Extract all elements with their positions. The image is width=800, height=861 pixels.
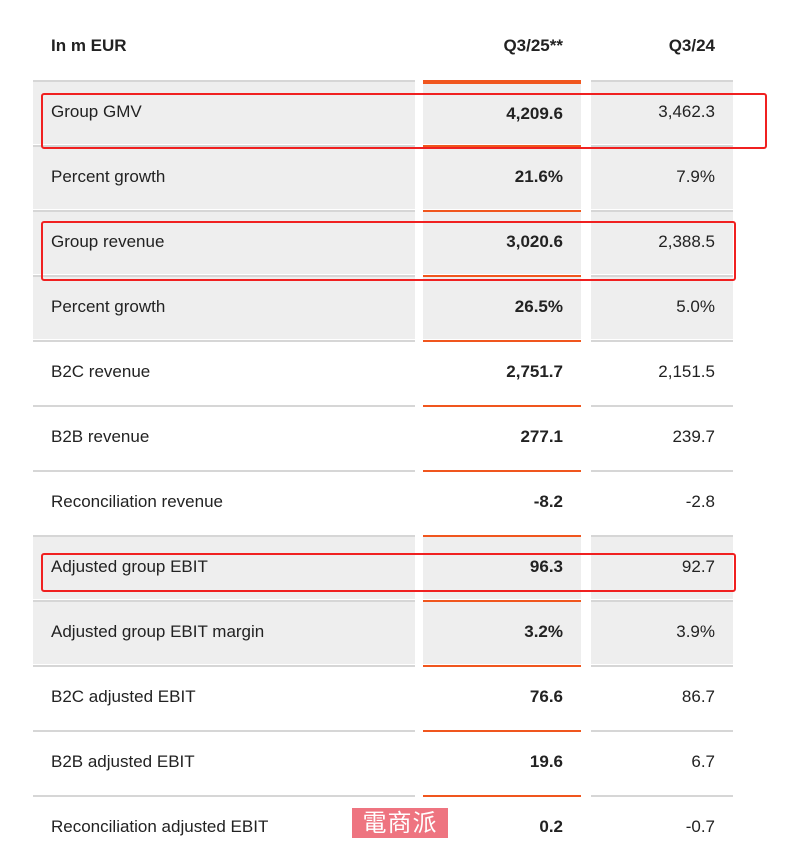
value-q3-24: 86.7 <box>591 665 733 729</box>
value-q3-24: -2.8 <box>591 470 733 534</box>
value-q3-25: 4,209.6 <box>423 80 581 144</box>
row-label: Reconciliation adjusted EBIT <box>33 795 415 859</box>
value-q3-25: 0.2 <box>423 795 581 859</box>
value-q3-25: 19.6 <box>423 730 581 794</box>
row-label: B2C adjusted EBIT <box>33 665 415 729</box>
highlight-box-revenue <box>41 221 736 281</box>
row-label: B2B revenue <box>33 405 415 469</box>
value-q3-25: 26.5% <box>423 275 581 339</box>
value-q3-25: 76.6 <box>423 665 581 729</box>
value-q3-25: -8.2 <box>423 470 581 534</box>
value-q3-24: 2,388.5 <box>591 210 733 274</box>
table-row: Adjusted group EBIT 96.3 92.7 <box>0 535 800 600</box>
table-row: Reconciliation revenue -8.2 -2.8 <box>0 470 800 535</box>
value-q3-24: 7.9% <box>591 145 733 209</box>
value-q3-25: 96.3 <box>423 535 581 599</box>
value-q3-24: 92.7 <box>591 535 733 599</box>
header-label: In m EUR <box>51 36 127 55</box>
value-q3-25: 277.1 <box>423 405 581 469</box>
table-row: Group revenue 3,020.6 2,388.5 <box>0 210 800 275</box>
value-q3-24: 6.7 <box>591 730 733 794</box>
row-label: Reconciliation revenue <box>33 470 415 534</box>
row-label: Group GMV <box>33 80 415 144</box>
header-q3-25: Q3/25** <box>503 36 563 55</box>
table-row: Reconciliation adjusted EBIT 0.2 -0.7 <box>0 795 800 860</box>
table-row: Adjusted group EBIT margin 3.2% 3.9% <box>0 600 800 665</box>
table-row: Percent growth 26.5% 5.0% <box>0 275 800 340</box>
row-label: B2C revenue <box>33 340 415 404</box>
watermark-logo: 電商派 <box>352 808 448 838</box>
value-q3-25: 2,751.7 <box>423 340 581 404</box>
value-q3-25: 3.2% <box>423 600 581 664</box>
row-label: Adjusted group EBIT margin <box>33 600 415 664</box>
value-q3-25: 21.6% <box>423 145 581 209</box>
row-label: Adjusted group EBIT <box>33 535 415 599</box>
row-label: Percent growth <box>33 145 415 209</box>
row-label: Percent growth <box>33 275 415 339</box>
table-row: Percent growth 21.6% 7.9% <box>0 145 800 210</box>
value-q3-24: 5.0% <box>591 275 733 339</box>
highlight-box-gmv <box>41 93 767 149</box>
row-label: Group revenue <box>33 210 415 274</box>
value-q3-24: -0.7 <box>591 795 733 859</box>
header-q3-24: Q3/24 <box>668 36 715 55</box>
value-q3-24: 239.7 <box>591 405 733 469</box>
table-row: Group GMV 4,209.6 3,462.3 <box>0 80 800 145</box>
value-q3-24: 3.9% <box>591 600 733 664</box>
highlight-box-ebit <box>41 553 736 592</box>
value-q3-24: 3,462.3 <box>591 80 733 144</box>
table-row: B2C revenue 2,751.7 2,151.5 <box>0 340 800 405</box>
value-q3-25: 3,020.6 <box>423 210 581 274</box>
row-label: B2B adjusted EBIT <box>33 730 415 794</box>
table-row: B2B revenue 277.1 239.7 <box>0 405 800 470</box>
value-q3-24: 2,151.5 <box>591 340 733 404</box>
table-row: B2C adjusted EBIT 76.6 86.7 <box>0 665 800 730</box>
table-row: B2B adjusted EBIT 19.6 6.7 <box>0 730 800 795</box>
